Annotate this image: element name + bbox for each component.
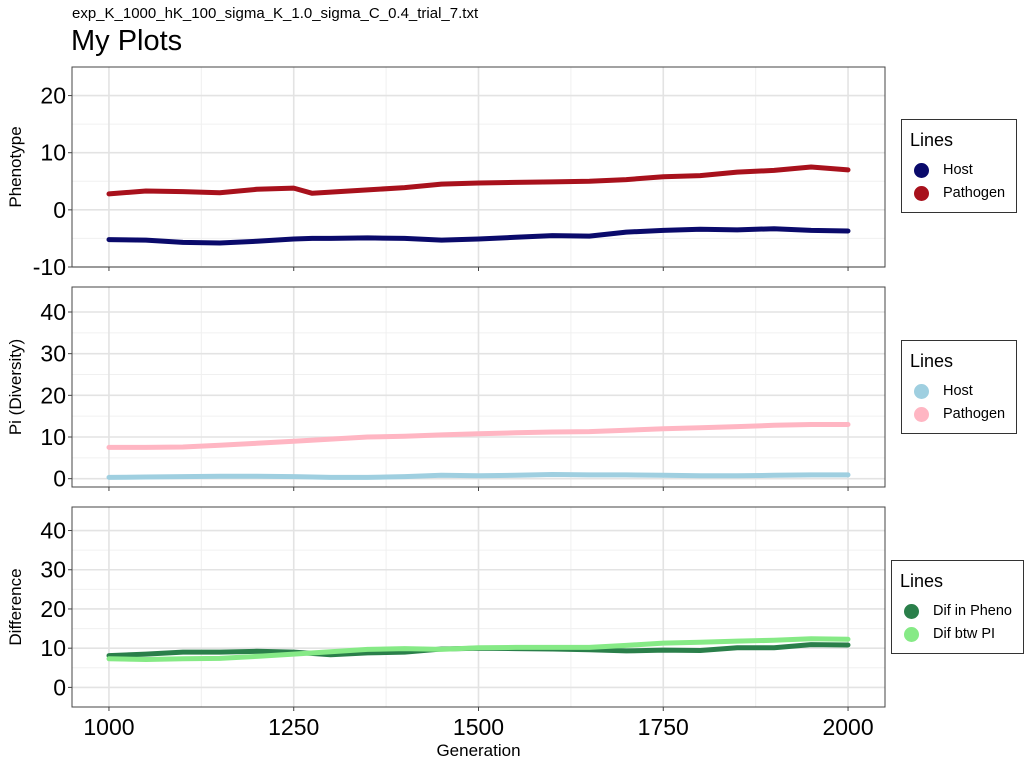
legend-key xyxy=(914,407,929,422)
legend-label: Host xyxy=(943,162,973,178)
legend-title: Lines xyxy=(900,571,944,591)
legend-phenotype: Lines Host Pathogen xyxy=(901,119,1017,213)
legend-key xyxy=(904,604,919,619)
phenotype-y-axis-label: Phenotype xyxy=(6,126,25,207)
legend-item: Dif btw PI xyxy=(892,624,1023,646)
diversity-y-tick-label: 0 xyxy=(53,466,66,492)
difference-series-2-line xyxy=(106,636,851,662)
legend-key xyxy=(914,163,929,178)
difference-x-tick-label: 1250 xyxy=(268,714,319,740)
difference-y-tick-label: 0 xyxy=(53,674,66,700)
legend-item: Pathogen xyxy=(902,183,1016,205)
legend-title: Lines xyxy=(910,351,954,371)
legend-label: Pathogen xyxy=(943,406,1006,422)
difference-y-tick-label: 40 xyxy=(40,518,66,544)
diversity-y-tick-label: 30 xyxy=(40,341,66,367)
legend-label: Pathogen xyxy=(943,185,1006,201)
phenotype-y-tick-label: 20 xyxy=(40,83,66,109)
legend-item: Host xyxy=(902,381,1016,403)
legend-key xyxy=(904,627,919,642)
legend-label: Host xyxy=(943,383,973,399)
difference-x-tick-label: 1750 xyxy=(638,714,689,740)
legend-item: Host xyxy=(902,160,1016,182)
diversity-y-axis-label: Pi (Diversity) xyxy=(6,339,25,435)
legend-item: Dif in Pheno xyxy=(892,601,1023,623)
diversity-y-tick-label: 40 xyxy=(40,299,66,325)
legend-diversity: Lines Host Pathogen xyxy=(901,340,1017,434)
chart-title: My Plots xyxy=(71,25,183,57)
legend-item: Pathogen xyxy=(902,404,1016,426)
phenotype-series-1-line xyxy=(106,226,851,246)
difference-y-tick-label: 30 xyxy=(40,557,66,583)
difference-x-axis-label: Generation xyxy=(436,741,520,760)
difference-x-tick-label: 1500 xyxy=(453,714,504,740)
legend-title: Lines xyxy=(910,130,954,150)
phenotype-y-tick-label: 0 xyxy=(53,197,66,223)
legend-difference: Lines Dif in Pheno Dif btw PI xyxy=(891,560,1024,654)
legend-label: Dif btw PI xyxy=(933,626,996,642)
difference-y-tick-label: 10 xyxy=(40,635,66,661)
difference-x-tick-label: 2000 xyxy=(822,714,873,740)
difference-y-tick-label: 20 xyxy=(40,596,66,622)
legend-key xyxy=(914,186,929,201)
difference-y-axis-label: Difference xyxy=(6,568,25,645)
phenotype-y-tick-label: -10 xyxy=(33,254,66,280)
phenotype-y-tick-label: 10 xyxy=(40,140,66,166)
legend-label: Dif in Pheno xyxy=(933,603,1012,619)
diversity-series-2-line xyxy=(106,422,851,450)
chart-subtitle: exp_K_1000_hK_100_sigma_K_1.0_sigma_C_0.… xyxy=(72,5,479,22)
diversity-y-tick-label: 20 xyxy=(40,382,66,408)
legend-key xyxy=(914,384,929,399)
diversity-series-1-line xyxy=(106,472,851,480)
phenotype-series-2-line xyxy=(106,164,851,197)
diversity-y-tick-label: 10 xyxy=(40,424,66,450)
difference-x-tick-label: 1000 xyxy=(83,714,134,740)
